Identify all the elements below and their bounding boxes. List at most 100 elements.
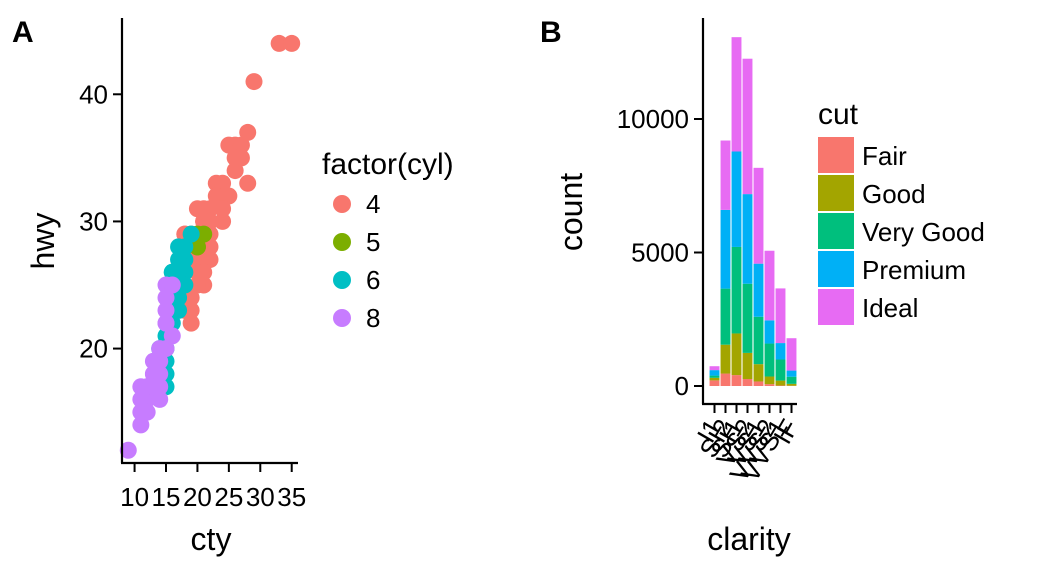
point-cyl-8: [132, 378, 150, 396]
legend-cyl: factor(cyl) 4 5 6 8: [322, 148, 454, 333]
point-cyl-4: [195, 263, 213, 281]
bar-VS2-very-good: [742, 283, 753, 353]
legend-key-8: [333, 309, 351, 327]
point-cyl-8: [144, 365, 162, 383]
bar-SI2-premium: [720, 209, 731, 289]
point-cyl-8: [163, 276, 181, 294]
y-axis-title: hwy: [25, 213, 61, 270]
legend-key-very-good: [818, 213, 854, 249]
legend-label: 6: [366, 265, 380, 295]
y-tick-label: 0: [675, 371, 689, 401]
bar-VS2-premium: [742, 194, 753, 284]
bar-I1-good: [709, 377, 720, 381]
bar-VS2-ideal: [742, 58, 753, 195]
x-axis-title: cty: [191, 521, 232, 557]
point-cyl-8: [151, 352, 169, 370]
legend-items: 4 5 6 8: [333, 189, 380, 333]
point-cyl-4: [226, 149, 244, 167]
bar-SI1-fair: [731, 375, 742, 386]
point-cyl-4: [201, 212, 219, 230]
point-cyl-4: [239, 174, 257, 192]
bar-VVS1-good: [775, 380, 786, 386]
legend-label: Good: [862, 179, 926, 209]
scatter-points: [119, 34, 301, 459]
bar-VVS2-fair: [764, 384, 775, 386]
legend-key-6: [333, 271, 351, 289]
bar-IF-very-good: [786, 376, 797, 384]
legend-label: 4: [366, 189, 380, 219]
legend-label: Very Good: [862, 217, 985, 247]
bar-I1-very-good: [709, 375, 720, 378]
bar-VVS2-premium: [764, 320, 775, 344]
legend-label: 5: [366, 227, 380, 257]
legend-items: Fair Good Very Good Premium Ideal: [818, 137, 985, 325]
bar-VS1-fair: [753, 381, 764, 386]
point-cyl-4: [201, 251, 219, 269]
x-tick-label: 35: [277, 482, 306, 512]
bar-VS1-very-good: [753, 316, 764, 365]
point-cyl-8: [132, 416, 150, 434]
point-cyl-6: [176, 238, 194, 256]
point-cyl-4: [270, 34, 288, 52]
bar-VS2-good: [742, 352, 753, 380]
bar-VVS2-very-good: [764, 343, 775, 377]
legend-key-5: [333, 233, 351, 251]
bar-I1-premium: [709, 370, 720, 376]
y-tick-label: 10000: [617, 104, 689, 134]
legend-key-ideal: [818, 289, 854, 325]
point-cyl-6: [182, 225, 200, 243]
y-tick-label: 20: [79, 334, 108, 364]
point-cyl-4: [220, 187, 238, 205]
legend-title: factor(cyl): [322, 148, 454, 181]
point-cyl-4: [283, 34, 301, 52]
legend-key-4: [333, 195, 351, 213]
panel-a-tag: A: [12, 16, 34, 49]
legend-key-premium: [818, 251, 854, 287]
x-tick-label: 15: [152, 482, 181, 512]
point-cyl-4: [214, 212, 232, 230]
bar-VS1-premium: [753, 263, 764, 317]
point-cyl-8: [119, 441, 137, 459]
bar-SI1-premium: [731, 151, 742, 247]
legend-label: Fair: [862, 141, 907, 171]
legend-title: cut: [818, 98, 859, 131]
bar-VVS1-very-good: [775, 359, 786, 381]
point-cyl-8: [144, 378, 162, 396]
x-tick-label: 25: [214, 482, 243, 512]
bar-IF-ideal: [786, 338, 797, 371]
legend-key-good: [818, 175, 854, 211]
point-cyl-4: [201, 238, 219, 256]
bar-IF-premium: [786, 370, 797, 377]
bar-SI2-good: [720, 344, 731, 374]
point-cyl-8: [157, 314, 175, 332]
y-tick-label: 5000: [631, 238, 689, 268]
point-cyl-4: [207, 187, 225, 205]
legend-label: 8: [366, 303, 380, 333]
point-cyl-8: [163, 327, 181, 345]
y-ticks: 0 5000 10000: [617, 104, 703, 401]
bar-VVS1-premium: [775, 343, 786, 360]
point-cyl-5: [188, 238, 206, 256]
point-cyl-8: [151, 390, 169, 408]
bar-VS2-fair: [742, 379, 753, 386]
point-cyl-6: [170, 263, 188, 281]
point-cyl-6: [170, 251, 188, 269]
legend-cut: cut Fair Good Very Good Premium Ideal: [818, 98, 985, 325]
bar-SI2-ideal: [720, 140, 731, 210]
point-cyl-4: [232, 136, 250, 154]
legend-label: Premium: [862, 255, 966, 285]
bar-VVS2-good: [764, 376, 775, 385]
bar-SI1-very-good: [731, 246, 742, 334]
x-axis-title: clarity: [707, 521, 791, 557]
panel-b-tag: B: [540, 16, 562, 49]
point-cyl-4: [214, 200, 232, 218]
x-tick-label: 20: [183, 482, 212, 512]
y-tick-label: 40: [79, 79, 108, 109]
bar-SI1-good: [731, 333, 742, 376]
point-cyl-4: [201, 200, 219, 218]
x-tick-label: 30: [246, 482, 275, 512]
y-axis-title: count: [553, 173, 589, 251]
point-cyl-4: [245, 73, 263, 91]
stacked-bars: [709, 37, 797, 386]
